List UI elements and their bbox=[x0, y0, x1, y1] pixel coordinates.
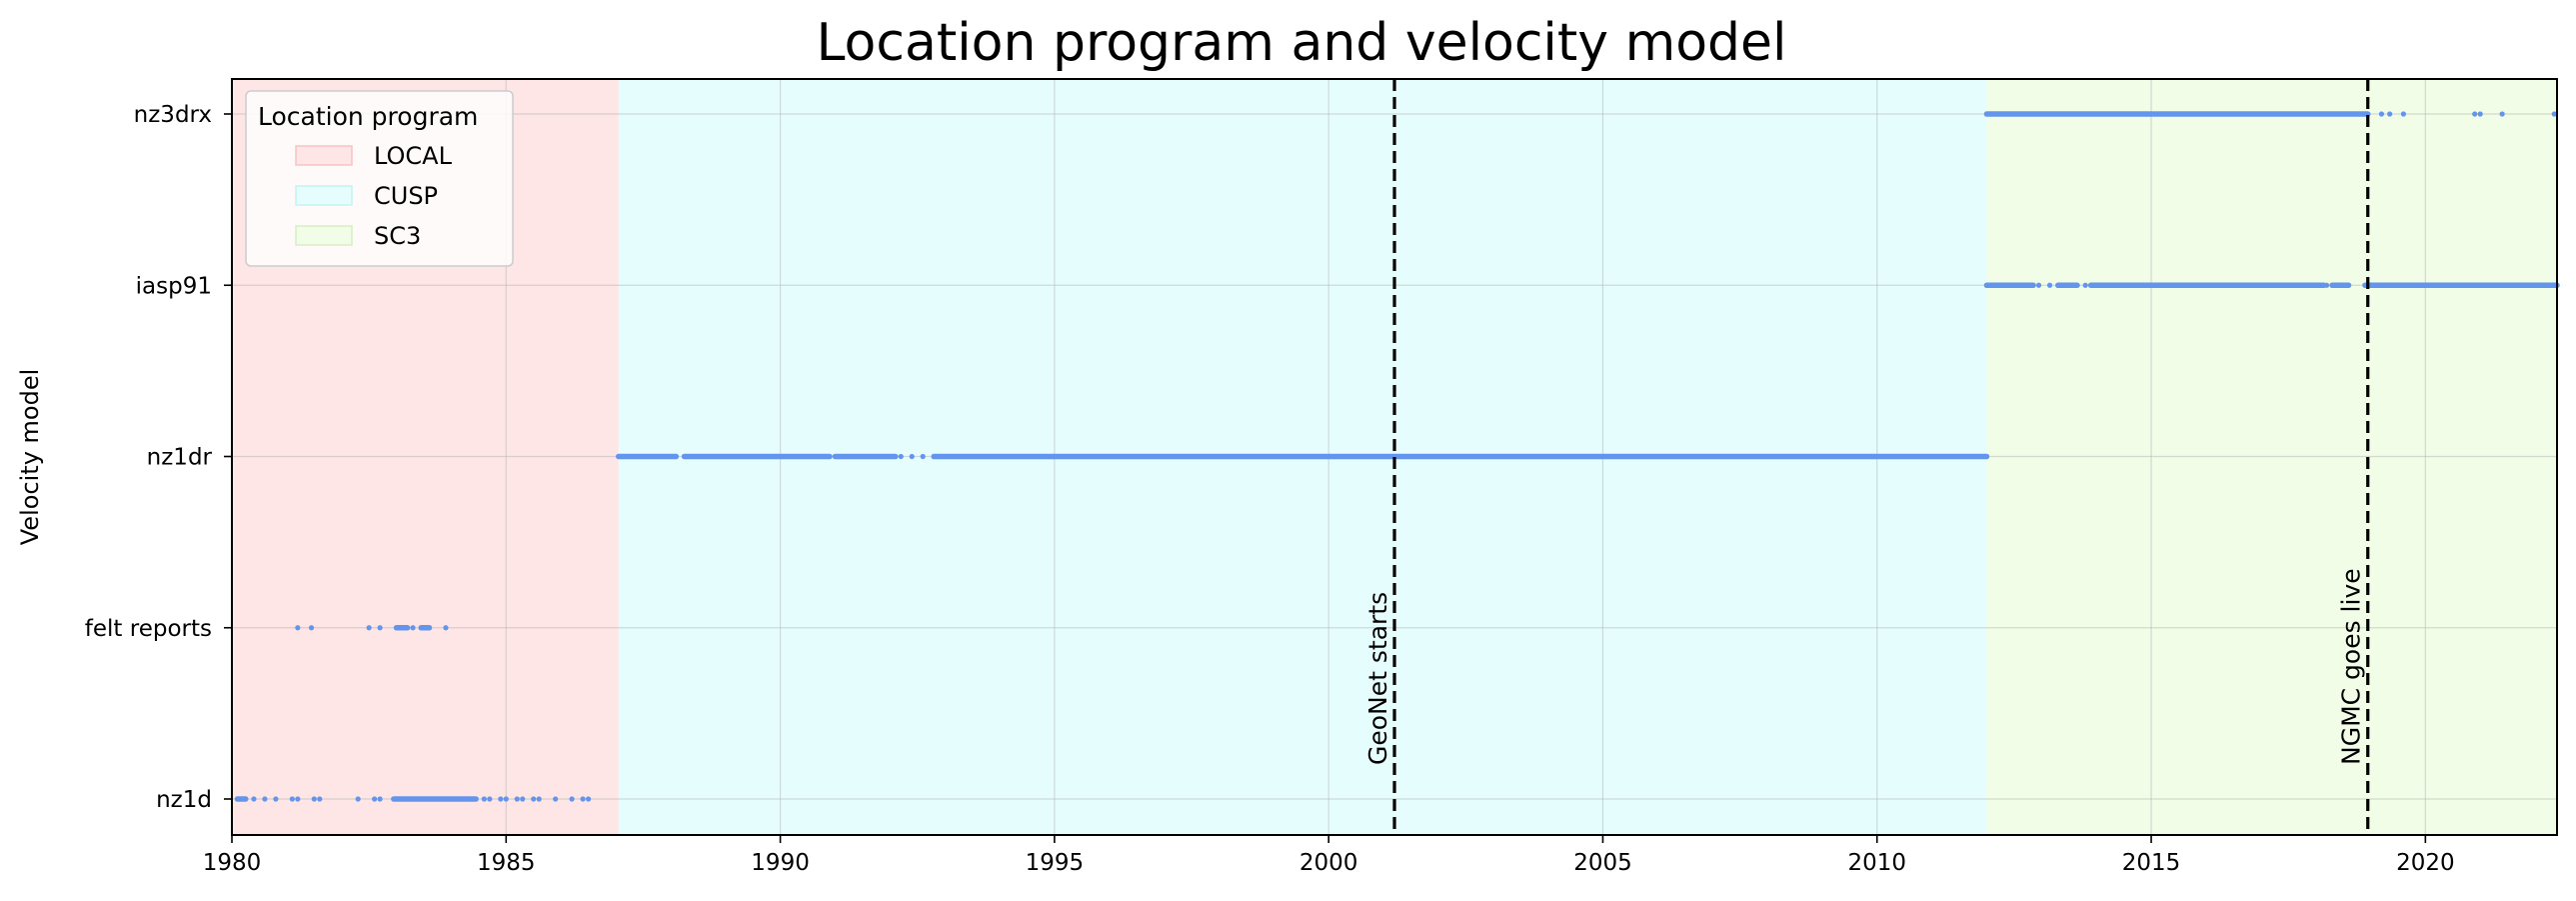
x-tick-label: 1985 bbox=[477, 850, 536, 876]
event-label: NGMC goes live bbox=[2337, 568, 2366, 765]
y-tick-label: iasp91 bbox=[136, 273, 212, 299]
data-points bbox=[234, 111, 2560, 802]
legend-label: SC3 bbox=[374, 222, 421, 250]
y-tick-label: nz3drx bbox=[134, 102, 212, 128]
data-point bbox=[2378, 111, 2385, 117]
data-point bbox=[2551, 111, 2557, 117]
y-tick-label: nz1d bbox=[156, 787, 212, 813]
data-point bbox=[2082, 282, 2088, 288]
data-point bbox=[2323, 282, 2330, 288]
data-point bbox=[498, 796, 504, 802]
x-tick-label: 2015 bbox=[2122, 850, 2181, 876]
event-markers: GeoNet starts NGMC goes live bbox=[1363, 79, 2370, 835]
legend-title: Location program bbox=[258, 102, 478, 131]
data-point bbox=[2400, 111, 2406, 117]
data-point bbox=[536, 796, 542, 802]
data-point bbox=[898, 453, 904, 460]
x-tick-label: 2010 bbox=[1847, 850, 1906, 876]
data-point bbox=[909, 453, 915, 460]
data-point bbox=[308, 625, 315, 631]
data-point bbox=[295, 625, 301, 631]
data-point bbox=[520, 796, 526, 802]
x-axis: 1980 1985 1990 1995 2000 2005 2010 2015 2020 bbox=[203, 835, 2455, 876]
data-point bbox=[289, 796, 295, 802]
data-point bbox=[569, 796, 575, 802]
data-point bbox=[2499, 111, 2505, 117]
x-tick-label: 2000 bbox=[1299, 850, 1358, 876]
data-point bbox=[311, 796, 317, 802]
x-tick-label: 2005 bbox=[1573, 850, 1632, 876]
legend-swatch bbox=[295, 185, 353, 206]
y-tick-label: nz1dr bbox=[147, 445, 213, 471]
data-point bbox=[2035, 282, 2042, 288]
data-point bbox=[531, 796, 537, 802]
band-sc3 bbox=[1986, 79, 2557, 835]
data-point bbox=[273, 796, 279, 802]
legend: Location program LOCAL CUSP SC3 bbox=[245, 90, 514, 267]
data-point bbox=[2472, 111, 2478, 117]
data-point bbox=[487, 796, 493, 802]
y-axis-label: Velocity model bbox=[16, 369, 44, 546]
data-point bbox=[514, 796, 520, 802]
data-point bbox=[553, 796, 559, 802]
data-point bbox=[2046, 282, 2053, 288]
x-tick-label: 1990 bbox=[751, 850, 810, 876]
data-point bbox=[377, 796, 383, 802]
legend-label: LOCAL bbox=[374, 142, 453, 170]
legend-swatch bbox=[295, 145, 353, 166]
data-point bbox=[317, 796, 323, 802]
data-point bbox=[295, 796, 301, 802]
x-tick-label: 1995 bbox=[1026, 850, 1085, 876]
data-point bbox=[366, 625, 372, 631]
data-point bbox=[443, 625, 449, 631]
event-label: GeoNet starts bbox=[1363, 592, 1392, 765]
data-point bbox=[2387, 111, 2393, 117]
data-point bbox=[481, 796, 487, 802]
data-point bbox=[262, 796, 268, 802]
y-tick-label: felt reports bbox=[85, 616, 212, 642]
data-point bbox=[251, 796, 257, 802]
data-point bbox=[580, 796, 586, 802]
data-point bbox=[377, 625, 383, 631]
x-tick-label: 1980 bbox=[203, 850, 262, 876]
data-point bbox=[2477, 111, 2483, 117]
data-point bbox=[585, 796, 592, 802]
data-point bbox=[355, 796, 361, 802]
y-axis: nz1d felt reports nz1dr iasp91 nz3drx bbox=[85, 102, 232, 813]
legend-box bbox=[245, 90, 514, 267]
data-point bbox=[503, 796, 509, 802]
chart-title: Location program and velocity model bbox=[817, 13, 1787, 73]
data-point bbox=[920, 453, 926, 460]
x-tick-label: 2020 bbox=[2396, 850, 2455, 876]
legend-label: CUSP bbox=[374, 182, 438, 210]
legend-swatch bbox=[295, 225, 353, 246]
data-point bbox=[372, 796, 378, 802]
data-point bbox=[410, 625, 416, 631]
